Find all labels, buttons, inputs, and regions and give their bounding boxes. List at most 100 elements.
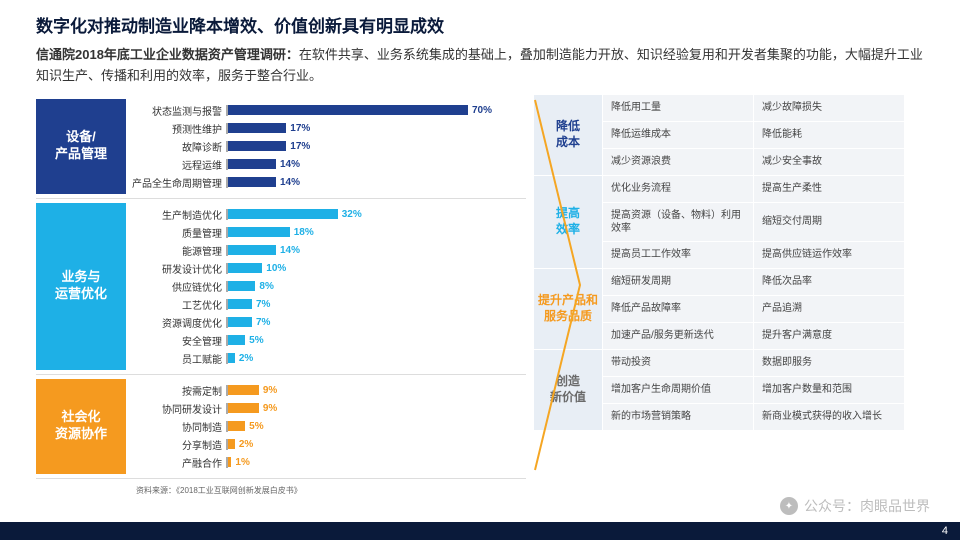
bar-value: 9%: [263, 403, 277, 414]
grid-cell: 数据即服务: [754, 350, 904, 376]
bar-fill: [228, 209, 338, 219]
grid-cell: 增加客户生命周期价值: [603, 377, 753, 403]
bar-group: 生产制造优化32%质量管理18%能源管理14%研发设计优化10%供应链优化8%工…: [126, 203, 526, 370]
bar-label: 预测性维护: [126, 121, 226, 136]
bar-track: 1%: [226, 457, 526, 468]
grid-row: 带动投资数据即服务: [603, 350, 904, 376]
bar-value: 2%: [239, 353, 253, 364]
bar-track: 8%: [226, 281, 526, 292]
bar-row: 产品全生命周期管理14%: [126, 174, 526, 191]
bar-track: 2%: [226, 353, 526, 364]
bar-track: 32%: [226, 209, 526, 220]
grid-cell: 新的市场营销策略: [603, 404, 753, 430]
bar-label: 供应链优化: [126, 279, 226, 294]
grid-section: 提升产品和服务品质缩短研发周期降低次品率降低产品故障率产品追溯加速产品/服务更新…: [534, 269, 904, 349]
bar-label: 协同研发设计: [126, 401, 226, 416]
bar-row: 预测性维护 17%: [126, 120, 526, 137]
chart-section: 设备/产品管理状态监测与报警70%预测性维护17%故障诊断17%远程运维14%产…: [36, 95, 526, 199]
bar-value: 8%: [259, 281, 273, 292]
bar-value: 17%: [290, 123, 310, 134]
grid-row: 提高资源（设备、物料）利用效率缩短交付周期: [603, 203, 904, 241]
bar-value: 2%: [239, 439, 253, 450]
bar-track: 2%: [226, 439, 526, 450]
content-area: 设备/产品管理状态监测与报警70%预测性维护17%故障诊断17%远程运维14%产…: [0, 95, 960, 496]
bar-row: 产融合作1%: [126, 454, 526, 471]
subtitle: 信通院2018年底工业企业数据资产管理调研：在软件共享、业务系统集成的基础上，叠…: [0, 41, 960, 95]
bar-group: 按需定制 9% 协同研发设计 9% 协同制造5%分享制造 2% 产融合作1%: [126, 379, 526, 474]
bar-value: 7%: [256, 299, 270, 310]
grid-cells: 带动投资数据即服务增加客户生命周期价值增加客户数量和范围新的市场营销策略新商业模…: [603, 350, 904, 430]
grid-cell: 降低产品故障率: [603, 296, 753, 322]
bar-fill: [228, 317, 252, 327]
bar-value: 14%: [280, 159, 300, 170]
bar-row: 供应链优化 8%: [126, 278, 526, 295]
bar-track: 14%: [226, 245, 526, 256]
bar-label: 协同制造: [126, 419, 226, 434]
bar-label: 分享制造: [126, 437, 226, 452]
chart-section: 业务与运营优化生产制造优化32%质量管理18%能源管理14%研发设计优化10%供…: [36, 199, 526, 375]
bar-value: 14%: [280, 245, 300, 256]
grid-cell: 带动投资: [603, 350, 753, 376]
bar-label: 资源调度优化: [126, 315, 226, 330]
bar-label: 按需定制: [126, 383, 226, 398]
bar-track: 9%: [226, 403, 526, 414]
source-text: 资料来源：《2018工业互联网创新发展白皮书》: [136, 485, 526, 496]
page-title: 数字化对推动制造业降本增效、价值创新具有明显成效: [0, 0, 960, 41]
grid-category: 降低成本: [534, 95, 602, 175]
bar-fill: [228, 299, 252, 309]
grid-row: 降低运维成本降低能耗: [603, 122, 904, 148]
grid-cell: 减少故障损失: [754, 95, 904, 121]
bar-label: 状态监测与报警: [126, 103, 226, 118]
bar-track: 14%: [226, 177, 526, 188]
grid-row: 提高员工工作效率提高供应链运作效率: [603, 242, 904, 268]
bar-track: 5%: [226, 335, 526, 346]
bar-fill: [228, 227, 290, 237]
grid-category: 提升产品和服务品质: [534, 269, 602, 349]
grid-cell: 提高资源（设备、物料）利用效率: [603, 203, 753, 241]
bar-track: 9%: [226, 385, 526, 396]
grid-cell: 优化业务流程: [603, 176, 753, 202]
bar-value: 9%: [263, 385, 277, 396]
category-label: 业务与运营优化: [36, 203, 126, 370]
bar-fill: [228, 385, 259, 395]
grid-category: 提高效率: [534, 176, 602, 268]
bar-fill: [228, 105, 468, 115]
grid-section: 降低成本降低用工量减少故障损失降低运维成本降低能耗减少资源浪费减少安全事故: [534, 95, 904, 175]
grid-cell: 提高员工工作效率: [603, 242, 753, 268]
watermark-text: 公众号：肉眼品世界: [804, 496, 930, 516]
bar-chart: 设备/产品管理状态监测与报警70%预测性维护17%故障诊断17%远程运维14%产…: [36, 95, 526, 496]
bar-row: 能源管理14%: [126, 242, 526, 259]
bar-value: 10%: [266, 263, 286, 274]
bar-fill: [228, 245, 276, 255]
bar-value: 14%: [280, 177, 300, 188]
grid-cell: 加速产品/服务更新迭代: [603, 323, 753, 349]
grid-cells: 优化业务流程提高生产柔性提高资源（设备、物料）利用效率缩短交付周期提高员工工作效…: [603, 176, 904, 268]
bar-fill: [228, 421, 245, 431]
grid-cells: 缩短研发周期降低次品率降低产品故障率产品追溯加速产品/服务更新迭代提升客户满意度: [603, 269, 904, 349]
bar-label: 产融合作: [126, 455, 226, 470]
grid-cell: 降低运维成本: [603, 122, 753, 148]
grid-row: 增加客户生命周期价值增加客户数量和范围: [603, 377, 904, 403]
bar-track: 17%: [226, 123, 526, 134]
grid-row: 减少资源浪费减少安全事故: [603, 149, 904, 175]
bar-fill: [228, 281, 255, 291]
grid-cell: 产品追溯: [754, 296, 904, 322]
bar-track: 5%: [226, 421, 526, 432]
bar-label: 安全管理: [126, 333, 226, 348]
grid-row: 加速产品/服务更新迭代提升客户满意度: [603, 323, 904, 349]
bar-track: 70%: [226, 105, 526, 116]
bar-label: 员工赋能: [126, 351, 226, 366]
grid-cell: 降低次品率: [754, 269, 904, 295]
bar-fill: [228, 177, 276, 187]
bar-row: 远程运维 14%: [126, 156, 526, 173]
bar-value: 5%: [249, 335, 263, 346]
grid-row: 优化业务流程提高生产柔性: [603, 176, 904, 202]
bar-label: 研发设计优化: [126, 261, 226, 276]
bar-fill: [228, 159, 276, 169]
grid-row: 降低用工量减少故障损失: [603, 95, 904, 121]
grid-cell: 提升客户满意度: [754, 323, 904, 349]
bar-value: 17%: [290, 141, 310, 152]
bar-fill: [228, 353, 235, 363]
bar-label: 工艺优化: [126, 297, 226, 312]
bar-label: 远程运维: [126, 157, 226, 172]
